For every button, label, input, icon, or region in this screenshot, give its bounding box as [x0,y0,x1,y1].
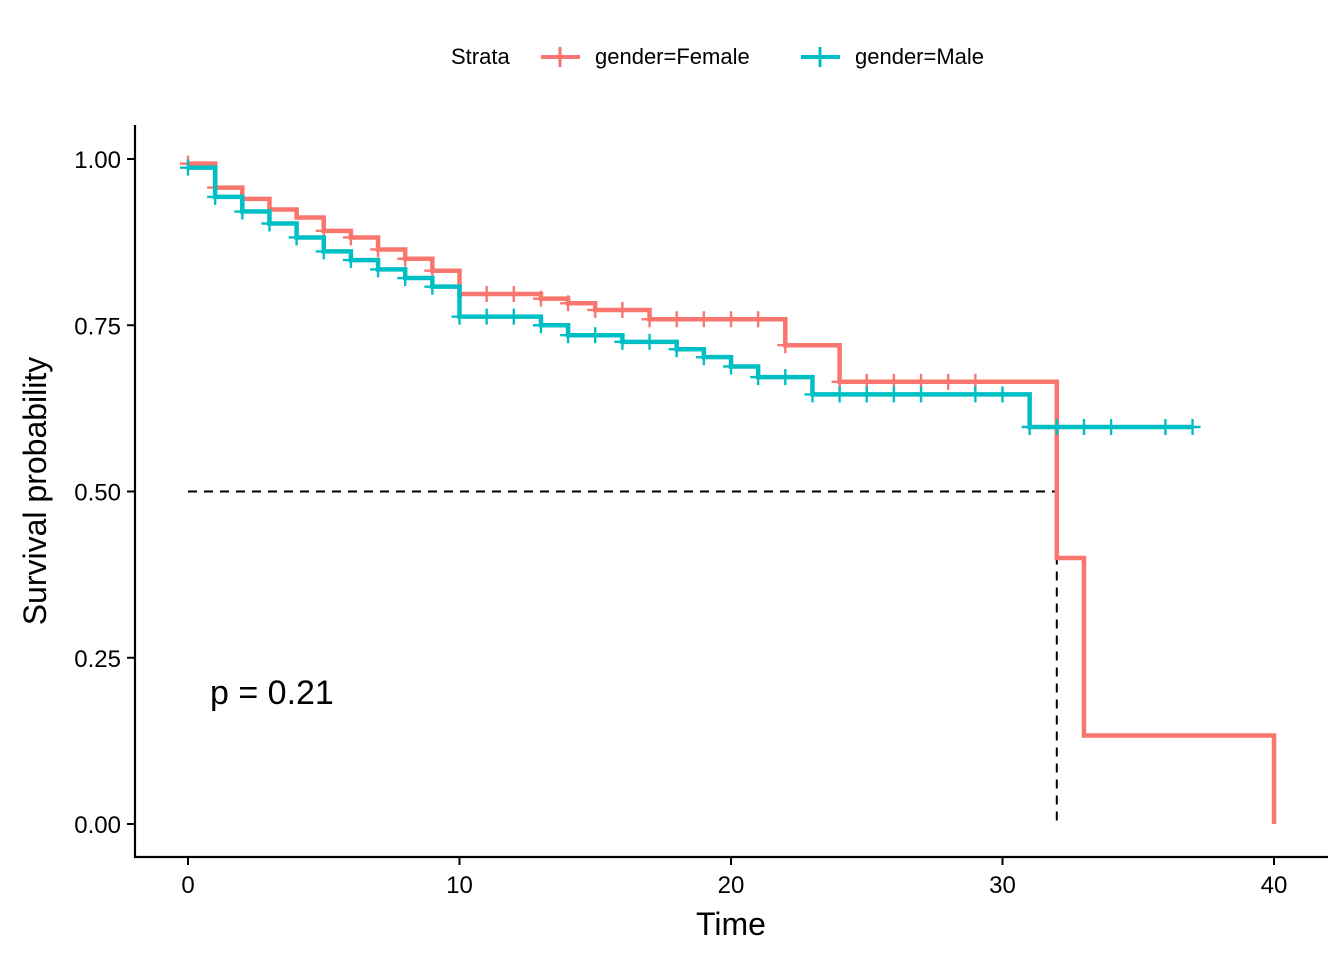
x-tick-label: 0 [181,872,194,899]
y-tick-label: 0.25 [74,646,121,673]
legend-key-male [801,47,840,67]
x-axis-ticks: 0 10 20 30 40 [181,857,1287,899]
legend-label-female: gender=Female [595,44,750,69]
y-axis-title: Survival probability [17,357,53,626]
x-tick-label: 40 [1261,872,1288,899]
legend-key-female [541,47,580,67]
survival-curves [180,155,1277,824]
legend-label-male: gender=Male [855,44,984,69]
median-reference-lines [188,490,1058,824]
p-value-annotation: p = 0.21 [210,674,334,712]
x-tick-label: 20 [718,872,745,899]
survival-curve-female [188,161,1277,824]
legend-title: Strata [451,44,510,69]
x-axis-title: Time [696,906,766,942]
y-tick-label: 0.75 [74,313,121,340]
y-tick-label: 0.50 [74,480,121,507]
series-male [180,159,1201,435]
x-tick-label: 30 [989,872,1016,899]
x-tick-label: 10 [446,872,473,899]
y-tick-label: 0.00 [74,812,121,839]
series-female [180,155,1277,824]
y-tick-label: 1.00 [74,147,121,174]
y-axis-ticks: 0.00 0.25 0.50 0.75 1.00 [74,147,135,839]
legend: Strata gender=Female gender=Male [451,44,984,69]
survival-curve-male [188,165,1193,430]
